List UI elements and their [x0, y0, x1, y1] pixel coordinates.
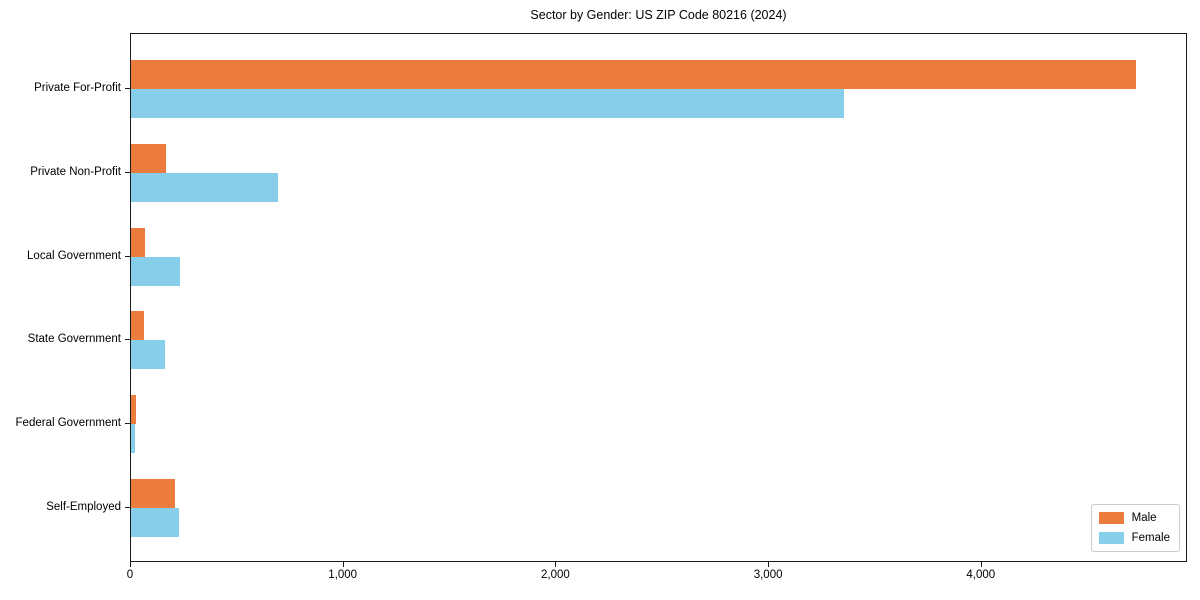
- x-tick-label: 4,000: [966, 569, 996, 581]
- bar-female: [131, 172, 278, 202]
- x-tick-mark: [980, 562, 982, 567]
- bar-female: [131, 508, 179, 537]
- y-tick-mark: [125, 171, 130, 173]
- legend-label: Male: [1131, 512, 1157, 524]
- legend-swatch-female: [1098, 532, 1124, 544]
- bar-female: [131, 340, 166, 370]
- x-tick-label: 1,000: [328, 569, 358, 581]
- y-tick-mark: [125, 255, 130, 257]
- legend-swatch-male: [1098, 512, 1124, 524]
- bar-male: [131, 60, 1136, 89]
- bar-male: [131, 311, 144, 341]
- bar-male: [131, 479, 175, 508]
- bar-female: [131, 89, 844, 118]
- x-tick-mark: [555, 562, 557, 567]
- legend-item-male: Male: [1098, 510, 1170, 526]
- bar-female: [131, 256, 180, 286]
- x-tick-mark: [342, 562, 344, 567]
- legend-item-female: Female: [1098, 530, 1170, 546]
- y-tick-mark: [125, 339, 130, 341]
- bar-female: [131, 424, 136, 454]
- chart-title: Sector by Gender: US ZIP Code 80216 (202…: [530, 8, 787, 22]
- x-tick-mark: [130, 562, 131, 567]
- y-tick-label: Self-Employed: [46, 501, 121, 513]
- x-tick-label: 2,000: [541, 569, 570, 581]
- y-tick-label: Private For-Profit: [34, 82, 121, 94]
- legend: Male Female: [1090, 504, 1180, 552]
- y-tick-mark: [125, 88, 130, 89]
- x-tick-mark: [768, 562, 770, 567]
- bar-male: [131, 143, 167, 173]
- y-tick-mark: [125, 507, 130, 508]
- y-tick-label: Private Non-Profit: [30, 165, 121, 178]
- y-tick-mark: [125, 423, 130, 425]
- x-tick-label: 3,000: [753, 569, 783, 581]
- y-tick-label: Federal Government: [15, 417, 121, 430]
- plot-area: Male Female: [130, 33, 1187, 562]
- y-tick-label: State Government: [27, 333, 121, 346]
- x-tick-label: 0: [126, 569, 134, 581]
- bar-male: [131, 227, 145, 257]
- y-tick-label: Local Government: [27, 249, 121, 262]
- legend-label: Female: [1131, 532, 1170, 544]
- bar-male: [131, 395, 137, 425]
